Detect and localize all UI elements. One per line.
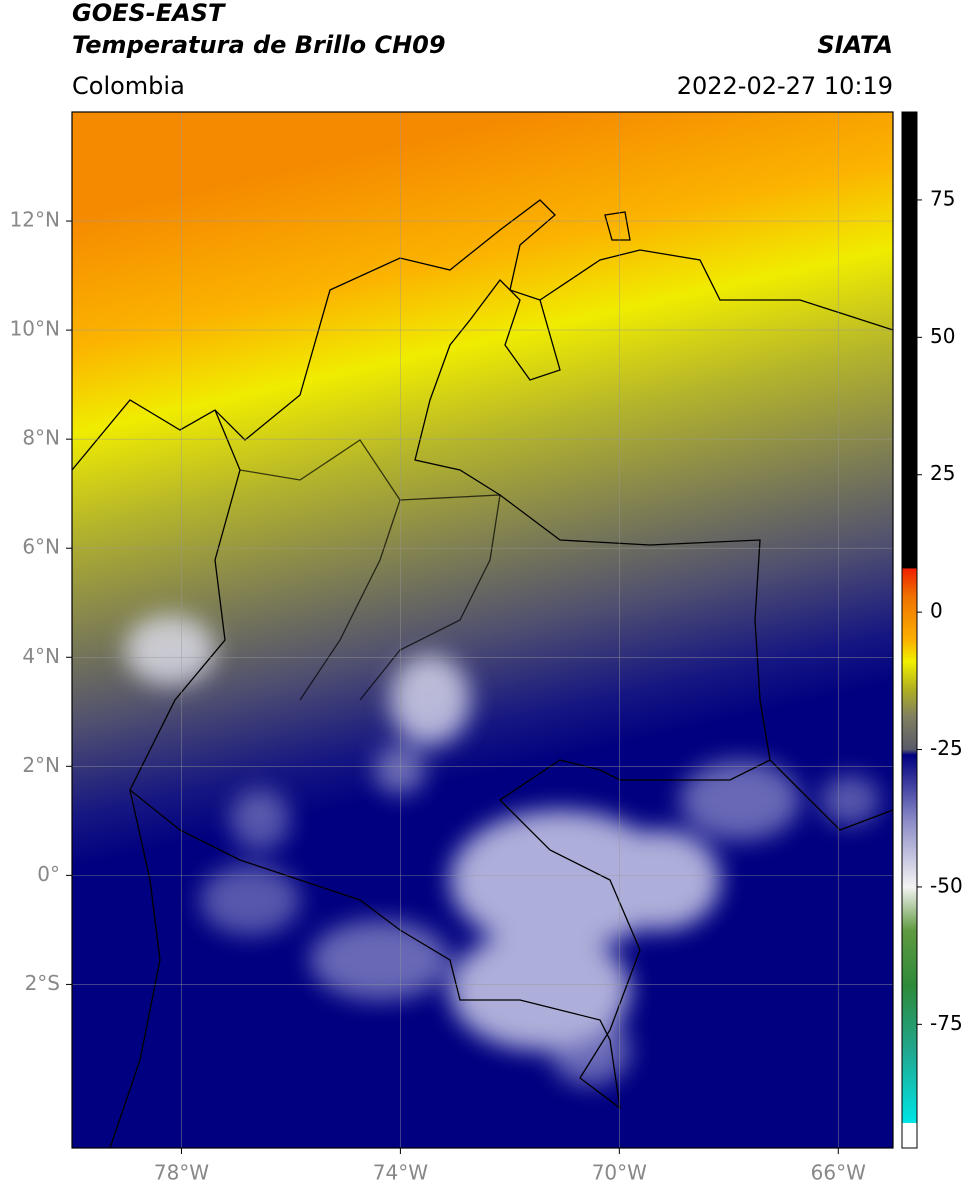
y-tick-label: 8°N xyxy=(22,426,60,450)
datetime: 2022-02-27 10:19 xyxy=(677,72,893,100)
colorbar-tick-label: 0 xyxy=(930,599,943,623)
x-tick-label: 78°W xyxy=(154,1161,209,1185)
y-tick-label: 6°N xyxy=(22,535,60,559)
y-tick-label: 12°N xyxy=(10,208,60,232)
brand: SIATA xyxy=(817,31,893,59)
x-tick-label: 74°W xyxy=(373,1161,428,1185)
region: Colombia xyxy=(72,72,185,100)
y-tick-label: 10°N xyxy=(10,317,60,341)
colorbar xyxy=(901,111,918,1149)
subtitle: Temperatura de Brillo CH09 xyxy=(72,31,446,59)
colorbar-tick-label: -75 xyxy=(930,1011,963,1035)
satellite-image xyxy=(72,112,893,1148)
colorbar-tick-label: 75 xyxy=(930,186,955,210)
y-tick-label: 2°N xyxy=(22,753,60,777)
map-frame xyxy=(71,111,894,1149)
y-tick-label: 4°N xyxy=(22,644,60,668)
x-tick-label: 70°W xyxy=(592,1161,647,1185)
x-tick-label: 66°W xyxy=(811,1161,866,1185)
title: GOES-EAST xyxy=(72,0,226,27)
y-tick-label: 0° xyxy=(37,862,60,886)
colorbar-tick-label: -50 xyxy=(930,873,963,897)
colorbar-tick-label: 50 xyxy=(930,324,955,348)
grid xyxy=(72,112,893,1148)
y-tick-label: 2°S xyxy=(25,971,60,995)
colorbar-tick-label: 25 xyxy=(930,461,955,485)
colorbar-tick-label: -25 xyxy=(930,736,963,760)
